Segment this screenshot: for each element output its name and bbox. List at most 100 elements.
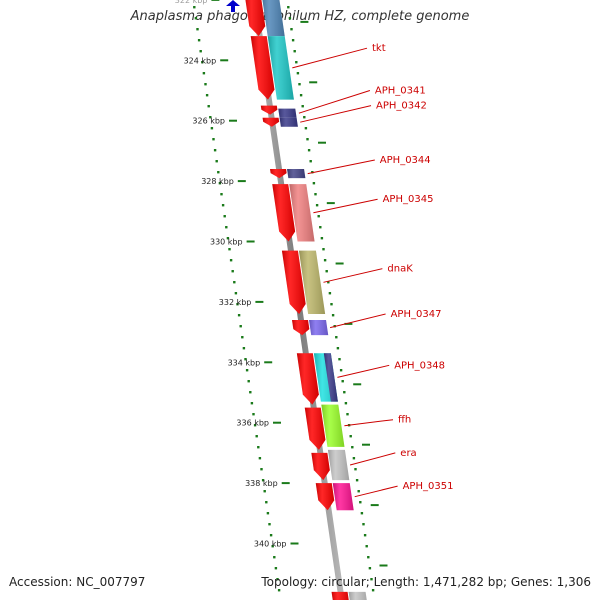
ring-dot [298,83,301,86]
gene-label-dnaK[interactable]: dnaK [387,264,413,275]
cds-arrow-10-shade [304,407,326,450]
ring-dot [229,259,233,262]
ring-dot [357,490,360,493]
gene-labels: tkt APH_0341 APH_0342 APH_0344 APH_0345 dnaK A… [292,43,454,498]
cds-arrow-4-shade [262,117,280,127]
ring-dot [317,215,320,218]
ring-dot [371,589,375,592]
ring-dot [336,347,340,350]
label-leader-3 [298,90,371,114]
ring-dot [359,501,362,504]
ring-dot [207,105,210,108]
ring-dot [199,50,202,53]
tick-label-6: 334 kbp [228,358,261,367]
cds-arrow-2-shade [250,36,275,100]
cds-arrow-13-shade [331,591,349,600]
ring-dot [307,149,311,152]
label-leader-9 [337,364,390,378]
gene-track [262,0,367,600]
ring-dot [323,259,327,262]
ring-dot [320,237,324,240]
ring-dot [291,39,295,42]
ring-dot [330,303,333,306]
ring-dot [309,160,312,163]
gene-label-APH_0345[interactable]: APH_0345 [383,194,434,205]
ring-dot [257,446,260,449]
ring-dot [370,578,373,581]
ring-dot [210,127,214,130]
ring-dot [293,50,296,53]
ring-dot [205,94,209,97]
ring-dot [225,226,228,229]
ring-dot [354,468,357,471]
gene-label-APH_0347[interactable]: APH_0347 [391,309,442,320]
gene-label-APH_0344[interactable]: APH_0344 [380,155,431,166]
ring-dot [362,523,365,526]
ring-dot [202,72,206,75]
gene-label-era[interactable]: era [400,448,416,459]
ring-dot [315,204,319,207]
gene-block-2-shade [267,36,294,100]
tick-label-3: 328 kbp [201,177,234,186]
ring-dot [213,149,217,152]
ring-dot [271,545,274,548]
ring-dot [212,138,215,141]
ring-dot [231,270,234,273]
label-leader-13 [354,485,398,498]
tick-label-8: 338 kbp [245,479,278,488]
ring-dot [218,182,222,185]
cds-arrow-8-shade [292,320,310,336]
ring-dot [221,204,225,207]
label-leader-2 [292,47,368,69]
gene-block-1-shade [262,0,285,37]
gene-label-APH_0342[interactable]: APH_0342 [376,101,427,112]
tick-label-2: 326 kbp [192,117,225,126]
ring-dot [303,116,306,119]
gene-label-APH_0341[interactable]: APH_0341 [375,86,426,97]
gene-block-12-shade [327,449,350,481]
gene-label-ffh[interactable]: ffh [398,415,411,426]
tick-label-7: 336 kbp [236,419,269,428]
gene-label-APH_0351[interactable]: APH_0351 [403,481,454,492]
ring-dot [322,248,325,251]
ring-dot [319,226,322,229]
gene-label-APH_0348[interactable]: APH_0348 [394,360,445,371]
gene-block-6-shade [289,184,315,242]
gene-label-tkt[interactable]: tkt [372,43,386,54]
tick-label-1: 324 kbp [184,56,217,65]
ring-dot [290,28,293,31]
gene-block-11-shade [321,404,345,447]
ring-dot [194,17,198,20]
ring-dot [244,358,247,361]
ring-dot [245,369,249,372]
blue-strand-arrow [226,0,240,12]
ring-dot [266,512,270,515]
tick-label-9: 340 kbp [254,540,287,549]
ring-dot [253,424,257,427]
gene-block-4-shade [279,117,298,127]
ring-dot [260,468,263,471]
ring-dot [344,402,348,405]
gene-block-13-shade [332,483,354,511]
ring-dot [343,391,346,394]
ring-dot [223,215,226,218]
ring-dot [255,435,258,438]
ring-dot [349,435,352,438]
ring-dot [363,534,367,537]
ring-dot [351,446,354,449]
cds-arrow-9-shade [296,353,319,405]
ring-dot [215,160,218,163]
ring-dot [312,182,316,185]
ring-dot-tracks [193,6,375,592]
gene-block-7-shade [298,250,326,314]
ring-dot [241,336,244,339]
ring-dot [236,303,239,306]
ring-dot [268,523,271,526]
ring-dot [209,116,212,119]
ring-dot [204,83,207,86]
ring-dot [239,325,242,328]
ring-dot [233,281,236,284]
tick-label-4: 330 kbp [210,238,243,247]
cds-arrow-11-shade [311,452,330,481]
